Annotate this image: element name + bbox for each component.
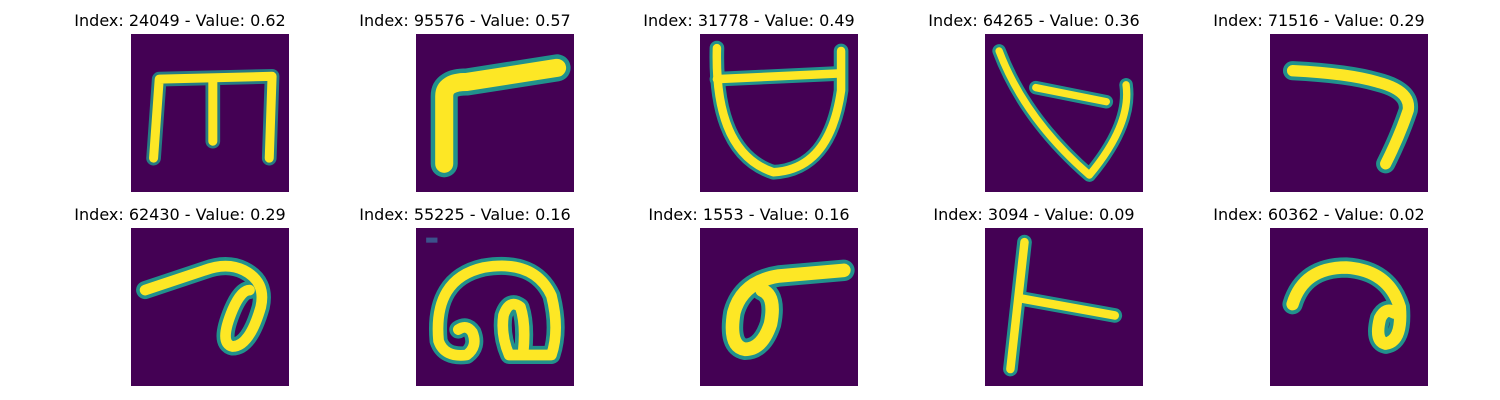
panel-title: Index: 24049 - Value: 0.62: [74, 11, 286, 30]
panel-title: Index: 95576 - Value: 0.57: [359, 11, 571, 30]
glyph-t-side-icon: [985, 228, 1143, 386]
panel-6: Index: 62430 - Value: 0.29: [30, 194, 330, 386]
panel-title: Index: 1553 - Value: 0.16: [648, 205, 850, 224]
panel-title: Index: 3094 - Value: 0.09: [933, 205, 1135, 224]
glyph-hook-loop-icon: [131, 228, 289, 386]
glyph-image: [985, 228, 1143, 386]
panel-title: Index: 31778 - Value: 0.49: [643, 11, 855, 30]
panel-3: Index: 31778 - Value: 0.49: [599, 0, 899, 192]
panel-title: Index: 60362 - Value: 0.02: [1213, 205, 1425, 224]
panel-4: Index: 64265 - Value: 0.36: [884, 0, 1184, 192]
panel-title: Index: 55225 - Value: 0.16: [359, 205, 571, 224]
panel-1: Index: 24049 - Value: 0.62: [30, 0, 330, 192]
glyph-arc-loop-icon: [1270, 228, 1428, 386]
glyph-image: [1270, 228, 1428, 386]
glyph-sigma-icon: [700, 228, 858, 386]
glyph-image: [131, 228, 289, 386]
panel-10: Index: 60362 - Value: 0.02: [1169, 194, 1469, 386]
glyph-spiral-icon: [416, 228, 574, 386]
panel-7: Index: 55225 - Value: 0.16: [315, 194, 615, 386]
glyph-image: [416, 228, 574, 386]
panel-5: Index: 71516 - Value: 0.29: [1169, 0, 1469, 192]
glyph-checkmark-icon: [985, 34, 1143, 192]
glyph-image: [700, 34, 858, 192]
glyph-image: [700, 228, 858, 386]
glyph-cup-icon: [700, 34, 858, 192]
glyph-image: [1270, 34, 1428, 192]
panel-title: Index: 71516 - Value: 0.29: [1213, 11, 1425, 30]
glyph-image: [985, 34, 1143, 192]
glyph-seven-icon: [1270, 34, 1428, 192]
panel-title: Index: 62430 - Value: 0.29: [74, 205, 286, 224]
panel-title: Index: 64265 - Value: 0.36: [928, 11, 1140, 30]
panel-9: Index: 3094 - Value: 0.09: [884, 194, 1184, 386]
glyph-image: [416, 34, 574, 192]
glyph-image: [131, 34, 289, 192]
glyph-m-icon: [131, 34, 289, 192]
panel-8: Index: 1553 - Value: 0.16: [599, 194, 899, 386]
glyph-l-corner-icon: [416, 34, 574, 192]
panel-2: Index: 95576 - Value: 0.57: [315, 0, 615, 192]
